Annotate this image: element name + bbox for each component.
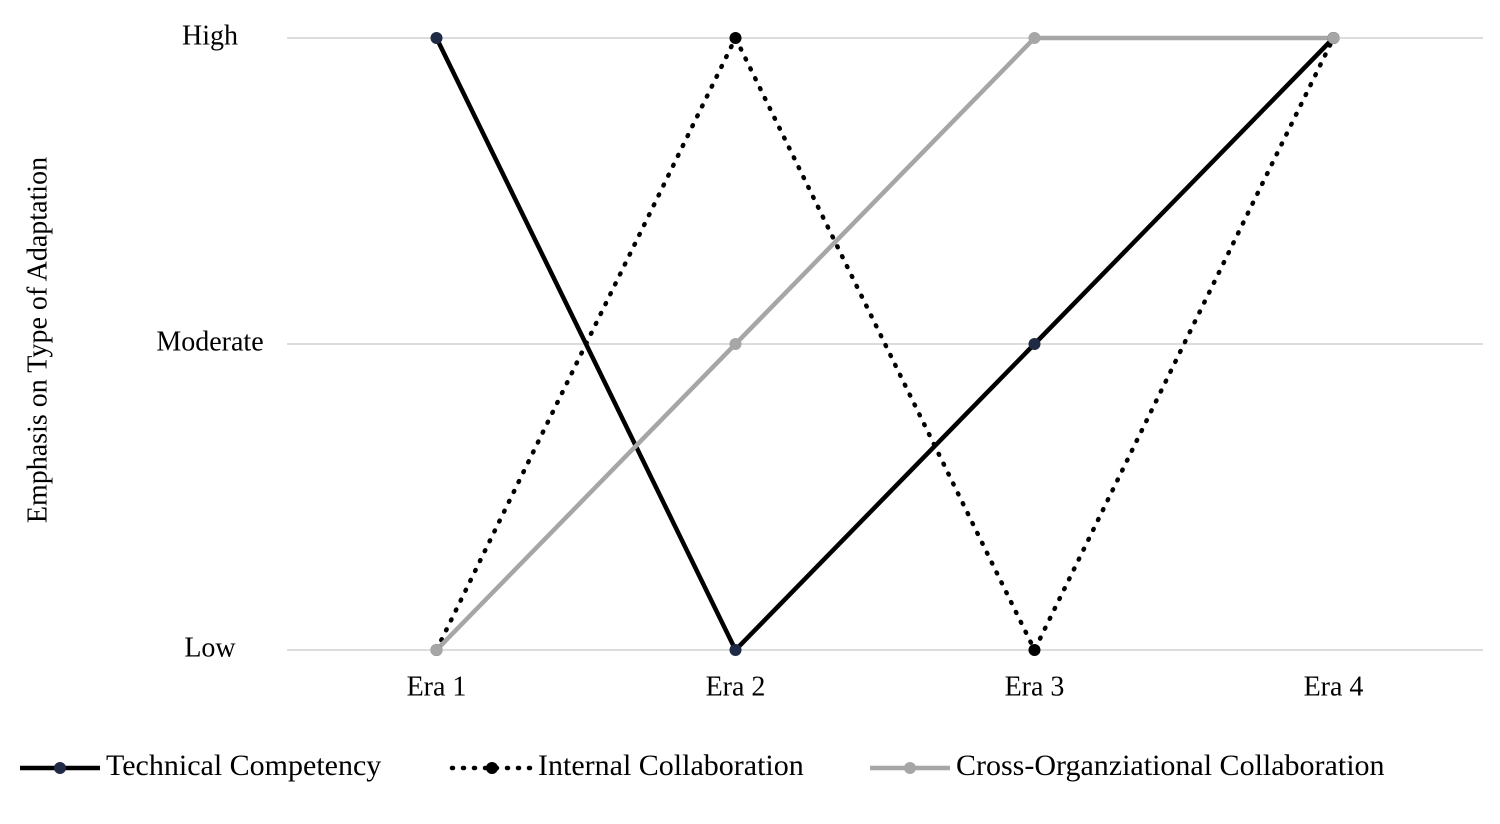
point (430, 644, 443, 656)
series-line (434, 32, 1336, 656)
y-tick-label: Moderate (156, 326, 263, 357)
x-tick-label: Era 4 (1304, 671, 1364, 702)
y-tick-label: High (182, 20, 238, 51)
point (729, 338, 742, 350)
point (1028, 338, 1041, 350)
point (729, 32, 742, 44)
legend-marker (904, 762, 916, 774)
legend-label: Internal Collaboration (538, 749, 804, 782)
y-tick-label: Low (184, 632, 236, 663)
x-tick-label: Era 3 (1005, 671, 1065, 702)
x-tick-label: Era 1 (407, 671, 467, 702)
legend-label: Technical Competency (106, 749, 381, 782)
series-line (434, 35, 1334, 652)
point (1327, 32, 1340, 44)
y-axis-label: Emphasis on Type of Adaptation (22, 157, 53, 523)
point (729, 644, 742, 656)
point (1028, 644, 1041, 656)
legend-label: Cross-Organziational Collaboration (956, 749, 1385, 782)
legend-marker (486, 762, 498, 774)
x-tick-label: Era 2 (706, 671, 766, 702)
legend-marker (54, 762, 66, 774)
point (1028, 32, 1041, 44)
point (430, 32, 443, 44)
